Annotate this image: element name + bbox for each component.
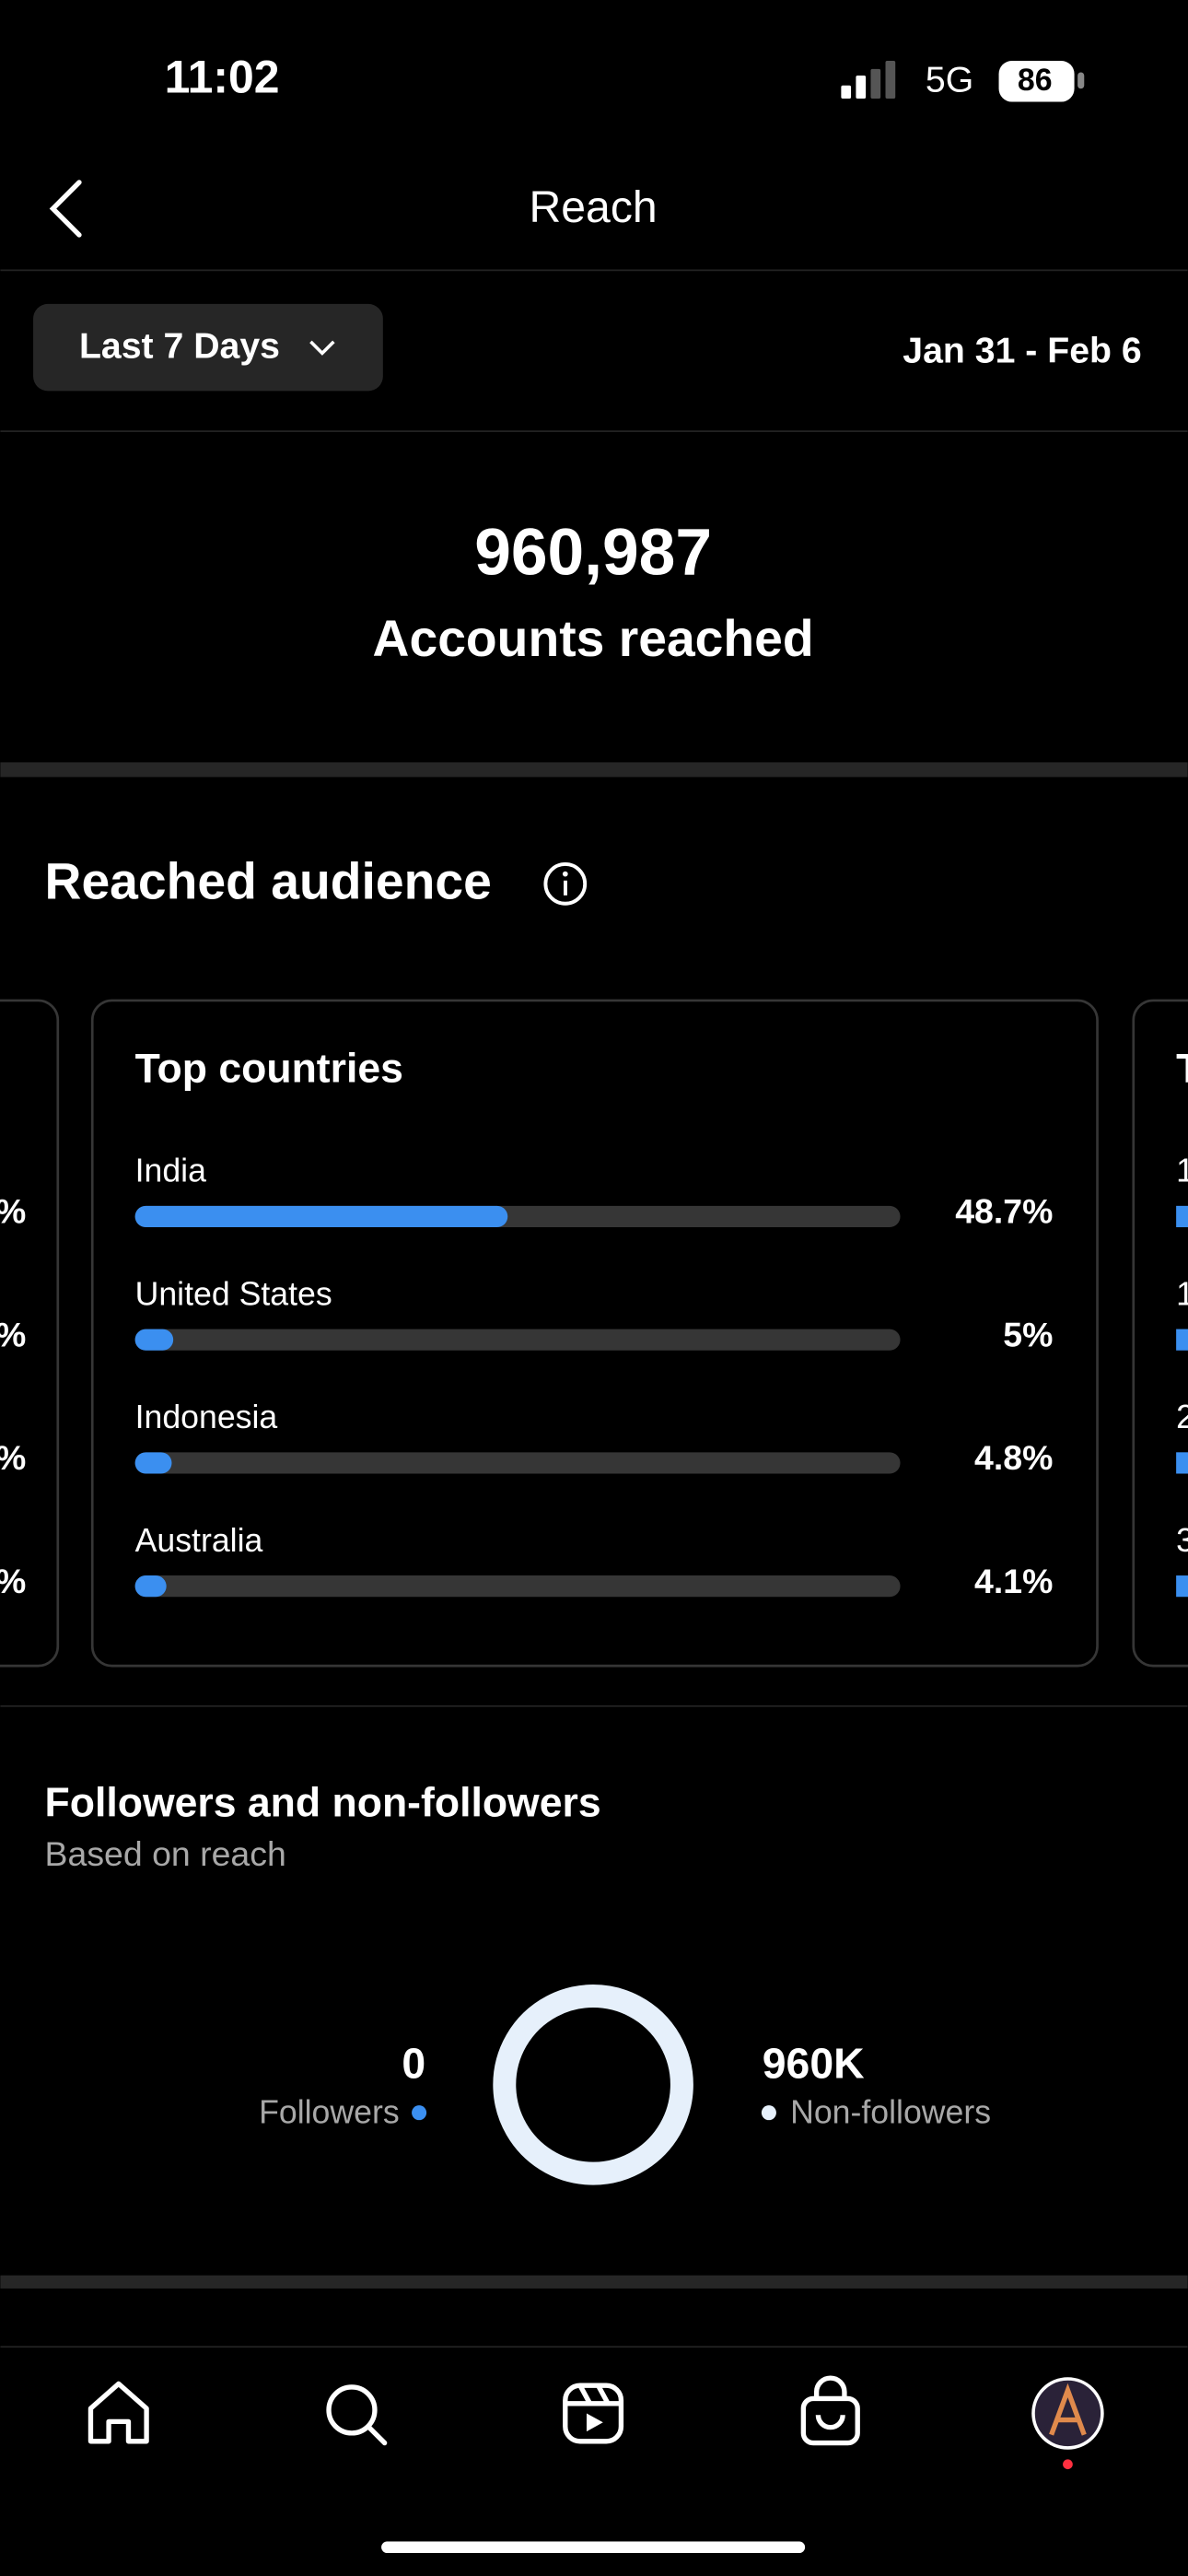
legend-label: Followers: [259, 2093, 400, 2130]
info-icon[interactable]: [543, 861, 588, 906]
legend-dot: [761, 2105, 776, 2121]
legend-label: Non-followers: [790, 2093, 991, 2130]
bar-track: [134, 1452, 901, 1474]
value-label: 4.8%: [974, 1438, 1053, 1477]
nav-reels[interactable]: [563, 2383, 624, 2444]
card: [90, 999, 1099, 1668]
country-label: Indonesia: [135, 1399, 278, 1435]
legend-value: 0: [402, 2039, 425, 2087]
nav-shop[interactable]: [800, 2375, 860, 2446]
side-card[interactable]: [1132, 999, 1188, 1668]
home-indicator: [381, 2541, 806, 2554]
bar-track: [134, 1329, 901, 1351]
header-title: Reach: [530, 182, 658, 232]
value-label: 4.1%: [974, 1562, 1053, 1600]
bar: [134, 1452, 172, 1474]
info-icon-dot: [562, 871, 568, 877]
signal-icon: [841, 60, 896, 99]
legend-dot: [412, 2105, 427, 2121]
bar-fragment: [1176, 1452, 1188, 1474]
country-label: Australia: [135, 1522, 263, 1559]
donut-segment: [493, 1985, 693, 2185]
legend-value: 960K: [763, 2039, 865, 2087]
side-card[interactable]: [0, 999, 60, 1668]
divider: [0, 269, 1188, 272]
section-separator: [0, 2275, 1188, 2289]
nav-search[interactable]: [326, 2384, 388, 2446]
bar-fragment: [1176, 1329, 1188, 1351]
notification-dot: [1063, 2459, 1073, 2470]
time: 11:02: [165, 52, 280, 103]
back-button[interactable]: [49, 180, 82, 238]
date-range: Jan 31 - Feb 6: [903, 331, 1141, 371]
nav-home[interactable]: [87, 2381, 149, 2444]
card-fragment: 3: [1176, 1522, 1188, 1559]
section-separator: [0, 762, 1188, 778]
info-icon-bar: [564, 880, 567, 896]
card-title: Top countries: [135, 1046, 403, 1091]
battery-level: 86: [1018, 63, 1053, 98]
section-subtitle: Based on reach: [45, 1834, 286, 1873]
card-fragment: %: [0, 1438, 26, 1477]
dropdown-chevron: [309, 340, 335, 356]
range-button[interactable]: [33, 303, 383, 392]
card-fragment: 1: [1176, 1153, 1188, 1189]
card-fragment: %: [0, 1315, 26, 1353]
summary-label: Accounts reached: [373, 610, 814, 667]
network: 5G: [926, 60, 973, 100]
bar-fragment: [1176, 1205, 1188, 1228]
section-title: Reached audience: [45, 853, 492, 910]
bar: [134, 1329, 174, 1351]
divider: [0, 430, 1188, 432]
country-label: United States: [135, 1275, 332, 1312]
summary-value: 960,987: [474, 515, 712, 589]
value-label: 5%: [1003, 1315, 1053, 1353]
bar: [134, 1205, 508, 1228]
value-label: 48.7%: [955, 1192, 1053, 1231]
card-fragment: %: [0, 1192, 26, 1231]
bar-track: [134, 1575, 901, 1598]
profile-avatar: [1049, 2383, 1087, 2436]
card-fragment: 1: [1176, 1275, 1188, 1312]
section-title: Followers and non-followers: [45, 1780, 601, 1825]
bar: [134, 1575, 167, 1598]
bar-fragment: [1176, 1575, 1188, 1598]
battery-tip: [1077, 72, 1085, 89]
card-fragment: 2: [1176, 1399, 1188, 1435]
card-fragment: %: [0, 1562, 26, 1600]
card-fragment: T: [1176, 1046, 1188, 1091]
divider: [0, 2346, 1188, 2348]
divider: [0, 1704, 1188, 1707]
battery-icon: [998, 60, 1075, 102]
country-label: India: [135, 1153, 206, 1189]
range-button-label: Last 7 Days: [79, 325, 280, 366]
